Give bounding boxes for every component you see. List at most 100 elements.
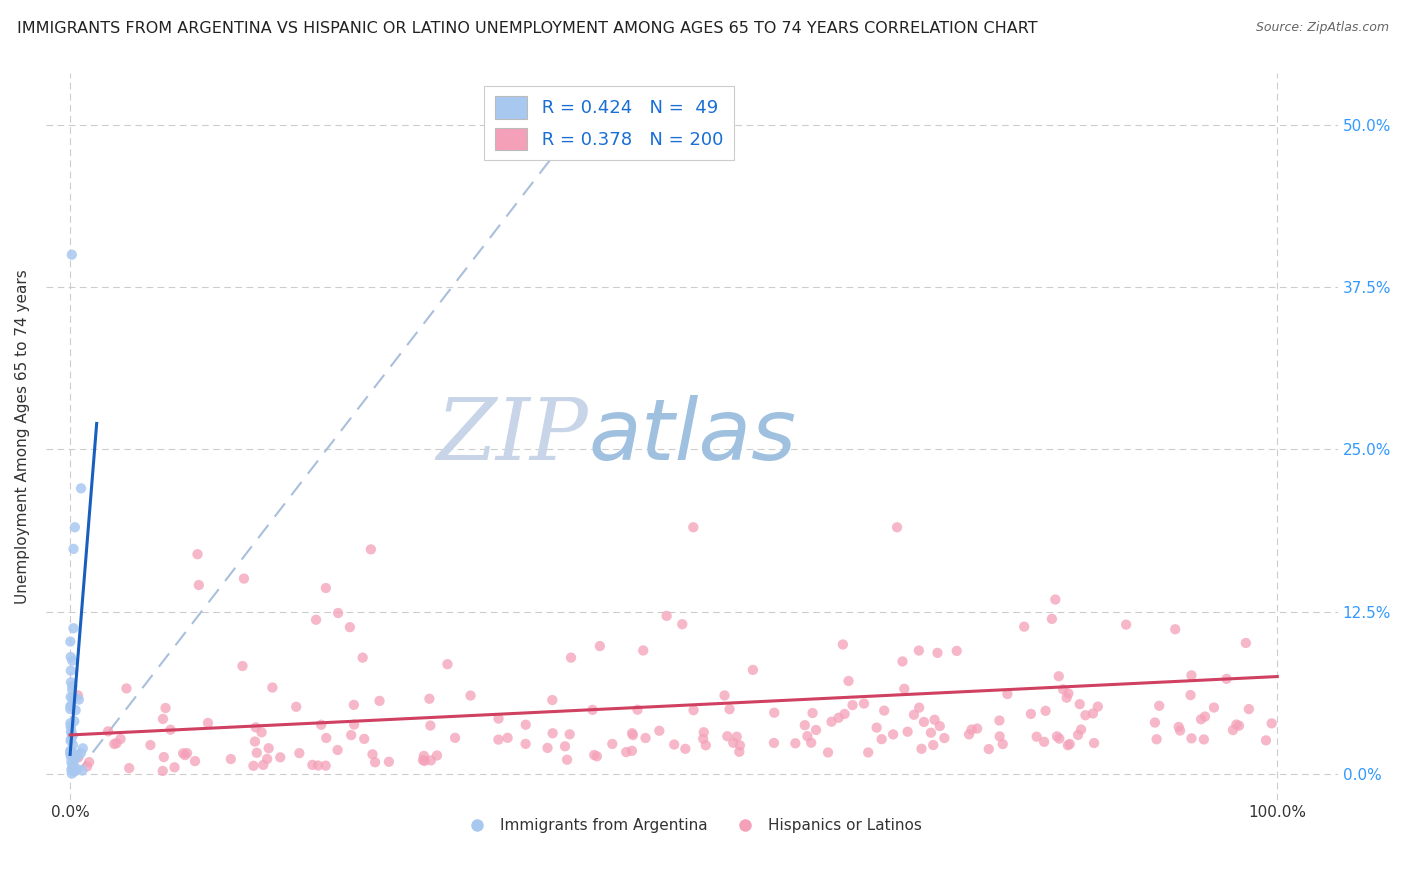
Point (1180, 668, 1202, 682)
Point (928, 719, 950, 733)
Point (176, 746, 198, 760)
Point (62, 760, 84, 774)
Point (1168, 723, 1191, 738)
Point (301, 757, 323, 772)
Point (1019, 706, 1042, 721)
Point (1260, 716, 1282, 731)
Point (233, 572, 256, 586)
Point (257, 741, 280, 756)
Point (412, 748, 434, 763)
Point (97, 724, 120, 739)
Point (67, 750, 90, 764)
Point (908, 643, 931, 657)
Point (364, 756, 387, 770)
Point (910, 741, 932, 756)
Point (922, 738, 945, 752)
Point (231, 659, 253, 673)
Point (60, 679, 83, 693)
Point (67, 692, 90, 706)
Point (695, 739, 717, 753)
Point (285, 699, 308, 714)
Point (796, 729, 818, 743)
Point (339, 620, 361, 634)
Point (1057, 738, 1080, 752)
Point (105, 736, 128, 750)
Point (713, 689, 735, 703)
Point (60, 654, 83, 668)
Point (436, 657, 458, 672)
Point (1237, 702, 1260, 716)
Point (1147, 698, 1170, 713)
Point (59, 664, 82, 678)
Point (920, 725, 942, 739)
Point (1045, 592, 1067, 607)
Point (841, 698, 863, 712)
Point (960, 723, 983, 737)
Point (600, 737, 623, 751)
Y-axis label: Unemployment Among Ages 65 to 74 years: Unemployment Among Ages 65 to 74 years (15, 269, 30, 604)
Point (72, 741, 94, 756)
Point (693, 725, 716, 739)
Point (60, 248, 83, 262)
Point (163, 760, 186, 774)
Point (1115, 617, 1137, 632)
Point (581, 703, 603, 717)
Text: IMMIGRANTS FROM ARGENTINA VS HISPANIC OR LATINO UNEMPLOYMENT AMONG AGES 65 TO 74: IMMIGRANTS FROM ARGENTINA VS HISPANIC OR… (17, 21, 1038, 36)
Point (1222, 723, 1244, 737)
Point (246, 746, 269, 760)
Point (59, 699, 82, 714)
Point (250, 725, 273, 739)
Point (1202, 700, 1225, 714)
Point (957, 727, 980, 741)
Point (988, 714, 1011, 728)
Point (59, 747, 82, 761)
Point (305, 613, 328, 627)
Point (426, 748, 449, 763)
Point (62, 763, 84, 777)
Point (817, 746, 839, 760)
Point (820, 714, 842, 729)
Point (1087, 699, 1109, 714)
Point (1225, 717, 1247, 731)
Point (991, 737, 1014, 751)
Point (589, 639, 612, 653)
Point (866, 721, 889, 735)
Point (63, 714, 86, 729)
Point (536, 740, 558, 755)
Point (307, 758, 329, 772)
Point (59, 720, 82, 734)
Point (1194, 709, 1216, 723)
Point (655, 608, 678, 623)
Point (60, 763, 83, 777)
Point (555, 753, 578, 767)
Point (66, 762, 89, 776)
Point (893, 681, 915, 696)
Point (988, 730, 1011, 744)
Point (412, 753, 434, 767)
Point (723, 736, 745, 750)
Point (1081, 706, 1104, 721)
Point (63, 690, 86, 705)
Point (70, 746, 93, 760)
Point (762, 736, 785, 750)
Point (76, 759, 98, 773)
Point (59, 675, 82, 690)
Point (621, 728, 644, 742)
Point (288, 746, 311, 760)
Point (184, 754, 207, 768)
Point (793, 718, 815, 732)
Point (1074, 708, 1097, 723)
Point (1189, 712, 1212, 726)
Point (583, 747, 606, 762)
Point (1215, 672, 1237, 686)
Point (413, 754, 436, 768)
Point (60, 766, 83, 780)
Point (1180, 731, 1202, 746)
Point (256, 752, 278, 766)
Point (827, 711, 849, 725)
Point (60, 731, 83, 746)
Point (725, 730, 748, 744)
Point (664, 738, 686, 752)
Point (852, 697, 875, 711)
Point (360, 542, 382, 557)
